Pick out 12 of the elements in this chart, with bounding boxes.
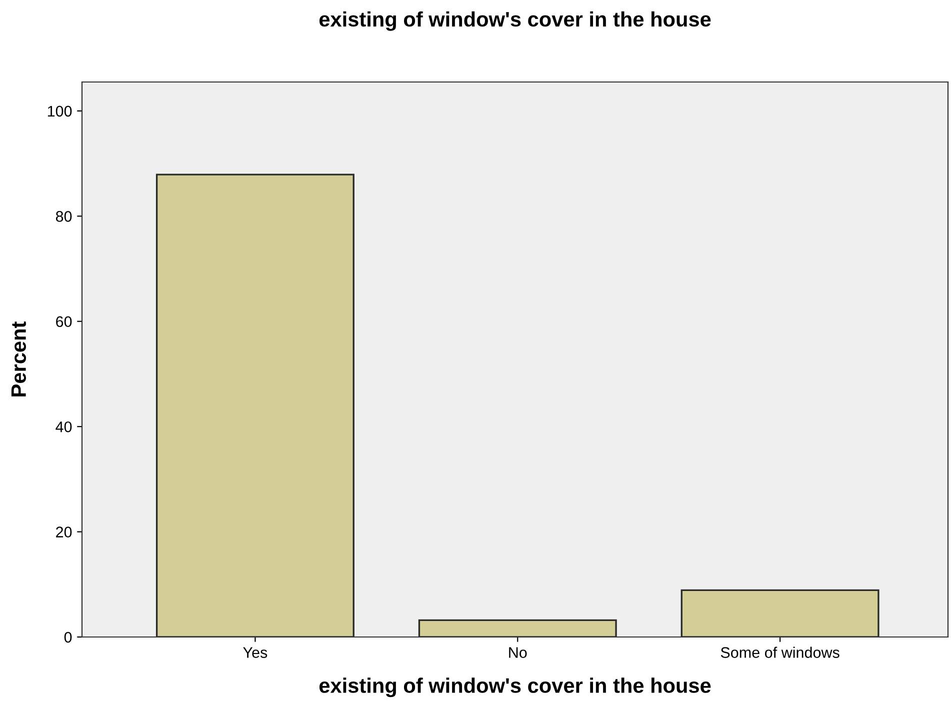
x-tick-label: Yes	[243, 647, 268, 658]
y-tick-label: 100	[48, 106, 72, 117]
y-tick-label: 60	[56, 316, 72, 328]
x-tick-label: Some of windows	[720, 646, 840, 658]
y-tick-label: 40	[56, 421, 72, 432]
y-tick-label: 20	[56, 526, 72, 538]
chart-title: existing of window's cover in the house	[319, 11, 711, 31]
x-axis-title: existing of window's cover in the house	[319, 678, 711, 698]
y-tick-label: 80	[56, 211, 72, 222]
x-tick-label: No	[509, 647, 527, 658]
y-axis-title: Percent	[11, 322, 26, 396]
y-tick-label: 0	[64, 632, 72, 643]
